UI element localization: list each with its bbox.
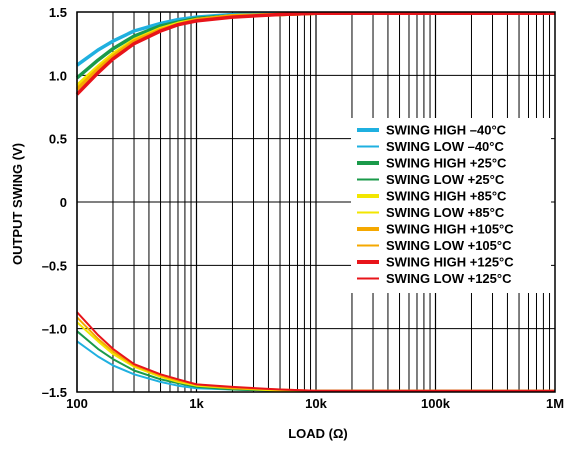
y-tick-label: 0: [60, 195, 67, 210]
series-line: [76, 311, 555, 392]
x-tick-label: 100: [66, 396, 88, 411]
legend-label: SWING HIGH –40°C: [386, 123, 507, 138]
series-lines: [75, 11, 555, 392]
y-tick-label: 1.0: [49, 68, 67, 83]
x-tick-label: 1M: [546, 396, 564, 411]
legend-label: SWING LOW +85°C: [386, 205, 505, 220]
legend-box: [351, 118, 551, 293]
x-axis-title: LOAD (Ω): [288, 426, 348, 441]
x-tick-label: 100k: [421, 396, 451, 411]
legend-label: SWING LOW +25°C: [386, 172, 505, 187]
legend-label: SWING LOW +125°C: [386, 271, 512, 286]
x-tick-label: 10k: [305, 396, 327, 411]
series-line: [75, 11, 555, 96]
plot-frame: [76, 11, 556, 393]
legend-label: SWING LOW –40°C: [386, 139, 504, 154]
y-tick-label: 1.5: [49, 5, 67, 20]
legend-label: SWING HIGH +85°C: [386, 189, 507, 204]
y-tick-label: 0.5: [49, 132, 67, 147]
legend-label: SWING HIGH +125°C: [386, 255, 514, 270]
legend-label: SWING HIGH +105°C: [386, 222, 514, 237]
y-tick-label: –0.5: [42, 258, 67, 273]
tick-labels: 100 1k 10k 100k 1M 1.5 1.0 0.5 0 –0.5 –1.0 –1.5: [42, 5, 564, 411]
legend-label: SWING HIGH +25°C: [386, 156, 507, 171]
y-tick-label: –1.0: [42, 322, 67, 337]
y-axis-title: OUTPUT SWING (V): [10, 143, 25, 265]
y-tick-label: –1.5: [42, 385, 67, 400]
x-tick-label: 1k: [189, 396, 204, 411]
legend-label: SWING LOW +105°C: [386, 238, 512, 253]
